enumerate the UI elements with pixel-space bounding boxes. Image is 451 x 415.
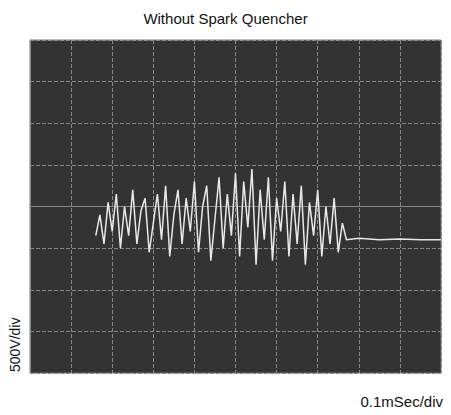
svg-text:Without Spark Quencher: Without Spark Quencher — [143, 10, 307, 27]
svg-text:0.1mSec/div: 0.1mSec/div — [360, 393, 443, 410]
svg-text:500V/div: 500V/div — [7, 318, 23, 372]
